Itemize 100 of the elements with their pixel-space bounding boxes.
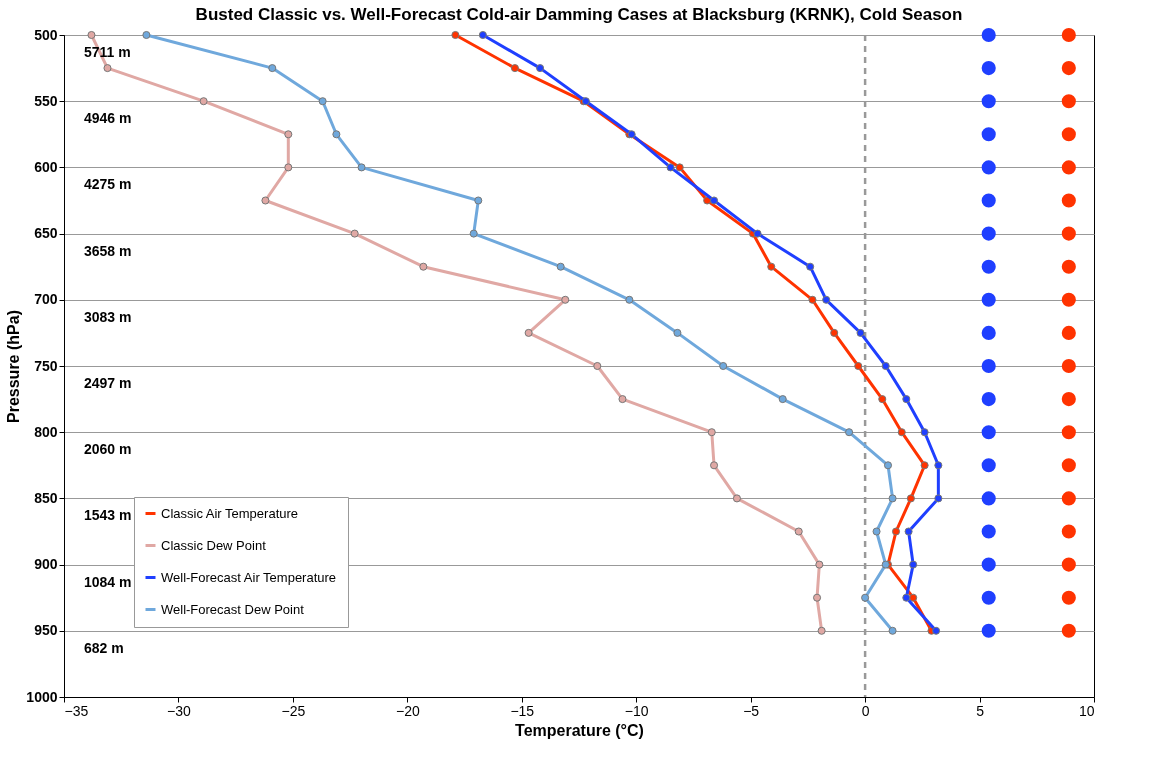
point (1061, 458, 1076, 473)
y-tick-label: 1000 (26, 688, 58, 705)
point (419, 262, 428, 271)
point (1061, 325, 1076, 340)
point (888, 494, 897, 503)
point (891, 527, 901, 536)
point (556, 262, 565, 271)
y-tick-label: 800 (34, 423, 58, 440)
point (902, 593, 911, 602)
annotation: 5711 m (84, 44, 131, 60)
point (830, 328, 839, 337)
point (1061, 425, 1076, 440)
y-tick-label: 650 (34, 225, 58, 242)
point (1061, 623, 1076, 638)
point (284, 130, 293, 139)
point (813, 593, 822, 602)
point (906, 494, 915, 503)
point (856, 328, 865, 337)
x-tick-label: −20 (395, 702, 420, 719)
point (881, 361, 890, 371)
point (981, 61, 996, 76)
point (981, 292, 996, 307)
point (981, 623, 996, 638)
point (808, 295, 817, 304)
x-tick-label: 0 (861, 702, 870, 719)
x-axis-title: Temperature (°C) (515, 721, 644, 739)
point (981, 590, 996, 605)
point (981, 127, 996, 142)
x-tick-label: −35 (64, 702, 89, 719)
y-tick-label: 700 (34, 291, 58, 308)
point (1061, 160, 1076, 175)
point (87, 30, 96, 40)
chart-title: Busted Classic vs. Well-Forecast Cold-air Damming Cases at Blacksburg (KRNK), Cold Season (195, 4, 963, 24)
legend-label: Classic Dew Point (161, 537, 267, 553)
point (1061, 524, 1076, 539)
annotation: 2497 m (84, 375, 132, 391)
point (854, 361, 863, 371)
point (981, 557, 996, 572)
y-tick-label: 750 (34, 357, 58, 374)
point (817, 626, 826, 635)
point (1061, 27, 1076, 43)
point (909, 593, 918, 602)
point (142, 30, 151, 40)
point (920, 428, 929, 437)
point (103, 64, 112, 73)
y-tick-label: 550 (34, 92, 58, 109)
point (261, 196, 270, 205)
point (666, 163, 675, 172)
point (794, 527, 803, 536)
point (815, 560, 824, 569)
point (1061, 61, 1076, 76)
point (888, 626, 897, 635)
annotation: 3083 m (84, 308, 132, 325)
point (822, 295, 831, 304)
x-tick-label: −25 (281, 702, 306, 719)
point (981, 524, 996, 539)
point (753, 229, 762, 238)
annotation: 1543 m (84, 507, 132, 524)
annotation: 4275 m (84, 176, 132, 193)
point (675, 163, 684, 172)
x-tick-label: −30 (167, 702, 192, 719)
point (561, 295, 570, 304)
annotation: 3658 m (84, 242, 132, 259)
point (981, 94, 996, 109)
point (981, 425, 996, 440)
point (1061, 557, 1076, 572)
x-tick-label: −10 (624, 702, 649, 719)
point (732, 494, 741, 503)
point (897, 428, 906, 437)
point (710, 196, 719, 205)
point (710, 461, 719, 470)
point (981, 358, 996, 374)
annotation: 682 m (84, 639, 124, 656)
y-tick-label: 500 (34, 26, 58, 43)
point (1061, 392, 1076, 407)
point (932, 626, 941, 635)
point (1061, 193, 1076, 208)
point (981, 160, 996, 175)
point (902, 395, 911, 404)
point (845, 428, 854, 437)
point (474, 196, 483, 205)
y-tick-label: 600 (34, 158, 58, 175)
point (883, 461, 893, 470)
point (981, 325, 996, 340)
point (618, 395, 627, 404)
annotation: 4946 m (84, 110, 132, 127)
y-tick-label: 950 (34, 622, 58, 639)
point (1061, 226, 1076, 241)
point (524, 328, 533, 337)
point (909, 560, 918, 569)
point (510, 64, 519, 73)
y-axis-title: Pressure (hPa) (5, 310, 23, 423)
point (469, 229, 478, 238)
point (806, 262, 815, 271)
point (350, 229, 359, 238)
point (1061, 94, 1076, 109)
point (981, 491, 996, 506)
point (767, 262, 776, 271)
point (934, 461, 943, 470)
legend-label: Well-Forecast Air Temperature (161, 569, 337, 585)
